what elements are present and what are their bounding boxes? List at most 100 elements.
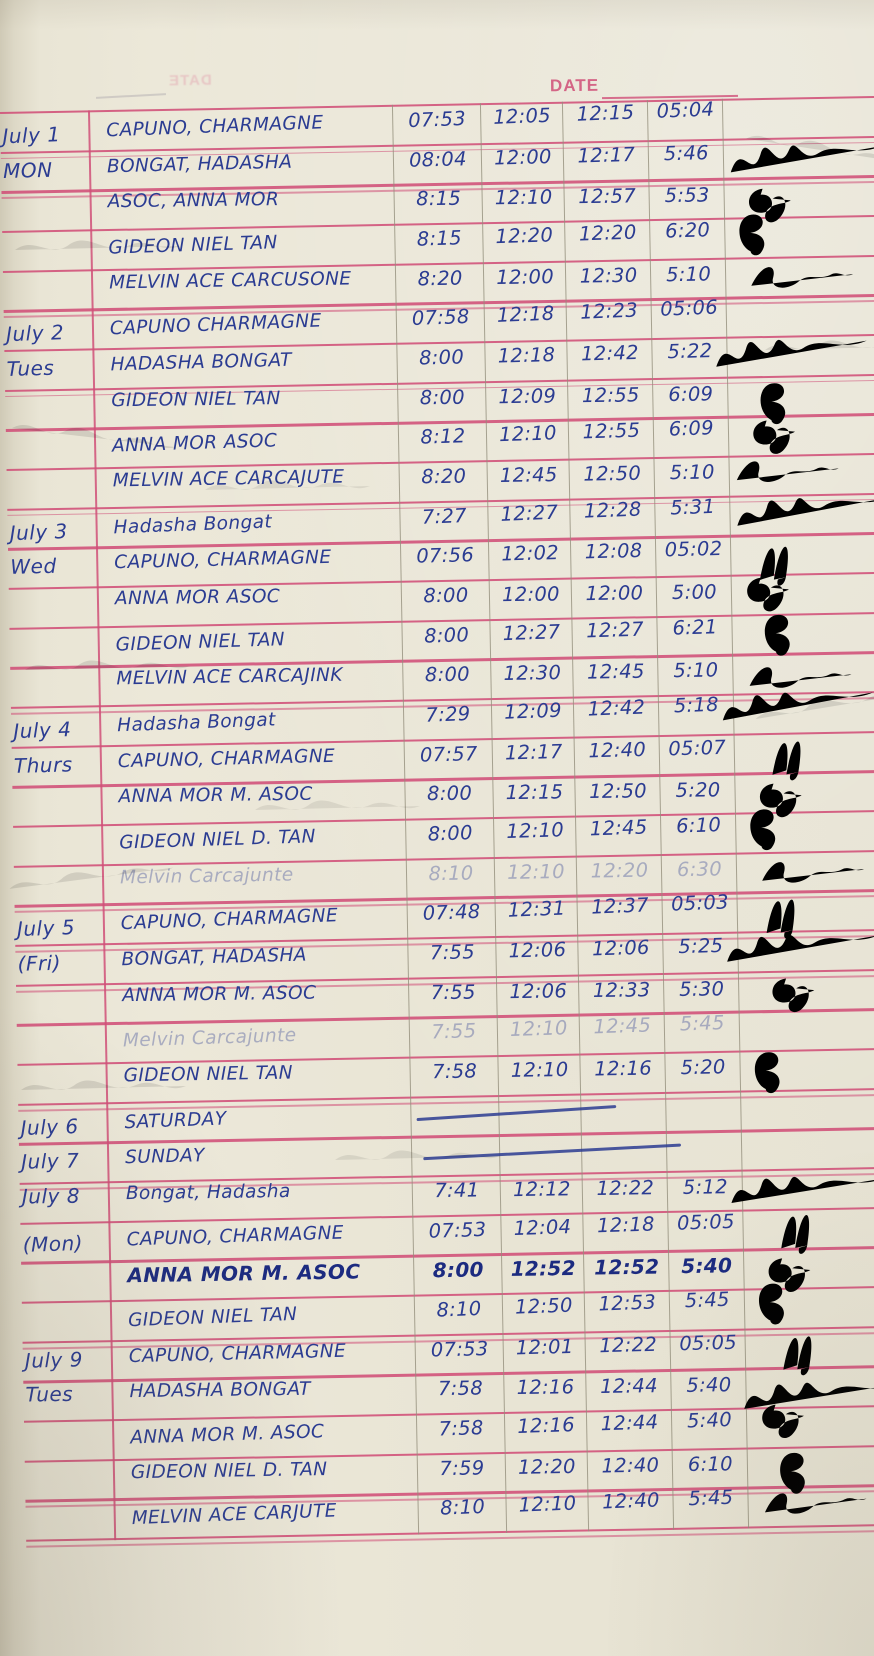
noon-out-cell: 12:00: [493, 144, 553, 170]
name-cell: GIDEON NIEL D. TAN: [119, 826, 317, 854]
time-out-cell: 5:10: [669, 460, 715, 485]
noon-out-cell: 12:04: [513, 1214, 572, 1240]
time-in-cell: 7:41: [434, 1178, 480, 1203]
time-in-cell: 8:20: [421, 464, 467, 489]
name-cell: CAPUNO, CHARMAGNE: [117, 745, 336, 772]
time-out-cell: 05:02: [664, 537, 723, 562]
time-in-cell: 8:00: [426, 781, 473, 806]
noon-out-cell: 12:18: [497, 343, 556, 368]
time-out-cell: 05:06: [659, 295, 719, 322]
time-out-cell: 5:45: [687, 1486, 734, 1511]
noon-in-cell: 12:42: [587, 695, 646, 721]
name-cell: Hadasha Bongat: [116, 709, 277, 737]
name-cell: CAPUNO, CHARMAGNE: [113, 547, 332, 574]
noon-in-cell: 12:44: [600, 1410, 659, 1436]
noon-out-cell: 12:05: [492, 103, 552, 129]
noon-out-cell: 12:52: [510, 1256, 577, 1282]
time-in-cell: 7:55: [430, 980, 476, 1004]
day-cell: July 9: [24, 1347, 84, 1373]
name-cell: ASOC, ANNA MOR: [107, 189, 280, 213]
time-in-cell: 07:48: [422, 900, 481, 926]
day-cell: [5, 272, 95, 273]
time-out-cell: 6:09: [668, 416, 715, 441]
time-in-cell: 8:00: [427, 821, 474, 846]
noon-in-cell: 12:18: [596, 1212, 656, 1238]
noon-in-cell: 12:50: [583, 461, 642, 486]
noon-in-cell: 12:33: [592, 977, 651, 1002]
noon-in-cell: 12:20: [590, 858, 649, 883]
name-cell: HADASHA BONGAT: [110, 349, 293, 376]
time-in-cell: 07:53: [430, 1336, 489, 1362]
time-out-cell: 5:00: [671, 580, 718, 604]
time-out-cell: 05:07: [668, 735, 727, 761]
time-out-cell: 6:10: [675, 813, 722, 838]
time-in-cell: 07:53: [407, 106, 467, 133]
day-cell: [11, 588, 101, 589]
name-cell: GIDEON NIEL D. TAN: [130, 1458, 328, 1484]
noon-out-cell: 12:50: [514, 1293, 574, 1319]
noon-out-cell: 12:10: [518, 1491, 577, 1518]
name-cell: CAPUNO, CHARMAGNE: [120, 905, 339, 935]
time-in-cell: 8:00: [432, 1257, 484, 1283]
name-cell: BONGAT, HADASHA: [121, 944, 308, 971]
noon-in-cell: 12:40: [601, 1453, 660, 1478]
time-out-cell: 5:25: [678, 934, 724, 959]
time-in-cell: 8:00: [423, 583, 469, 608]
name-cell: ANNA MOR M. ASOC: [129, 1421, 325, 1449]
day-cell: MON: [2, 157, 53, 183]
time-in-cell: 8:10: [436, 1297, 482, 1322]
day-cell: [24, 1311, 114, 1314]
time-out-cell: 5:45: [684, 1287, 731, 1313]
time-in-cell: [412, 1098, 498, 1101]
name-cell: SATURDAY: [124, 1108, 227, 1133]
noon-in-cell: 12:45: [589, 815, 648, 841]
day-cell: [23, 1264, 113, 1265]
noon-out-cell: 12:16: [516, 1413, 576, 1439]
noon-out-cell: 12:17: [504, 739, 563, 765]
noon-out-cell: [501, 1136, 581, 1138]
time-in-cell: 7:55: [429, 940, 476, 965]
noon-out-cell: 12:09: [498, 384, 557, 408]
time-out-cell: 5:40: [681, 1253, 733, 1279]
day-cell: [15, 833, 105, 836]
noon-in-cell: 12:45: [593, 1013, 652, 1039]
signature-melvin: [764, 1490, 867, 1516]
no-work-dash: [416, 1104, 617, 1121]
noon-in-cell: 12:28: [583, 497, 643, 523]
time-out-cell: 05:03: [670, 890, 730, 917]
time-in-cell: 8:20: [417, 266, 463, 291]
day-cell: [27, 1462, 117, 1463]
noon-in-cell: 12:45: [586, 660, 645, 684]
time-out-cell: 5:18: [673, 692, 720, 718]
time-out-cell: 5:10: [673, 658, 719, 683]
time-in-cell: 8:12: [420, 424, 466, 450]
noon-out-cell: 12:18: [496, 302, 555, 328]
time-out-cell: 5:22: [667, 339, 713, 364]
time-in-cell: 7:27: [421, 503, 468, 529]
day-cell: [19, 1031, 109, 1034]
noon-in-cell: 12:55: [582, 418, 641, 444]
noon-in-cell: 12:15: [576, 100, 635, 126]
time-out-cell: 5:20: [675, 778, 721, 803]
time-in-cell: 8:10: [439, 1495, 486, 1521]
noon-in-cell: 12:52: [593, 1254, 660, 1280]
noon-out-cell: 12:15: [505, 780, 564, 805]
day-cell: [4, 238, 94, 241]
noon-in-cell: 12:42: [580, 340, 640, 366]
time-out-cell: 5:46: [663, 140, 710, 165]
noon-in-cell: 12:06: [591, 935, 651, 961]
bleed-underline: [95, 93, 167, 99]
day-cell: (Mon): [22, 1230, 84, 1257]
day-cell: [27, 1509, 117, 1512]
time-out-cell: 5:53: [664, 183, 710, 208]
noon-in-cell: [582, 1092, 665, 1095]
time-out-cell: 5:10: [665, 262, 712, 286]
noon-in-cell: 12:22: [596, 1176, 655, 1201]
day-cell: July 5: [16, 915, 76, 942]
time-out-cell: 5:30: [679, 977, 725, 1001]
name-cell: MELVIN ACE CARCUSONE: [108, 268, 352, 294]
noon-in-cell: 12:30: [579, 263, 638, 288]
noon-out-cell: 12:27: [502, 619, 561, 645]
name-cell: ANNA MOR M. ASOC: [122, 982, 317, 1006]
